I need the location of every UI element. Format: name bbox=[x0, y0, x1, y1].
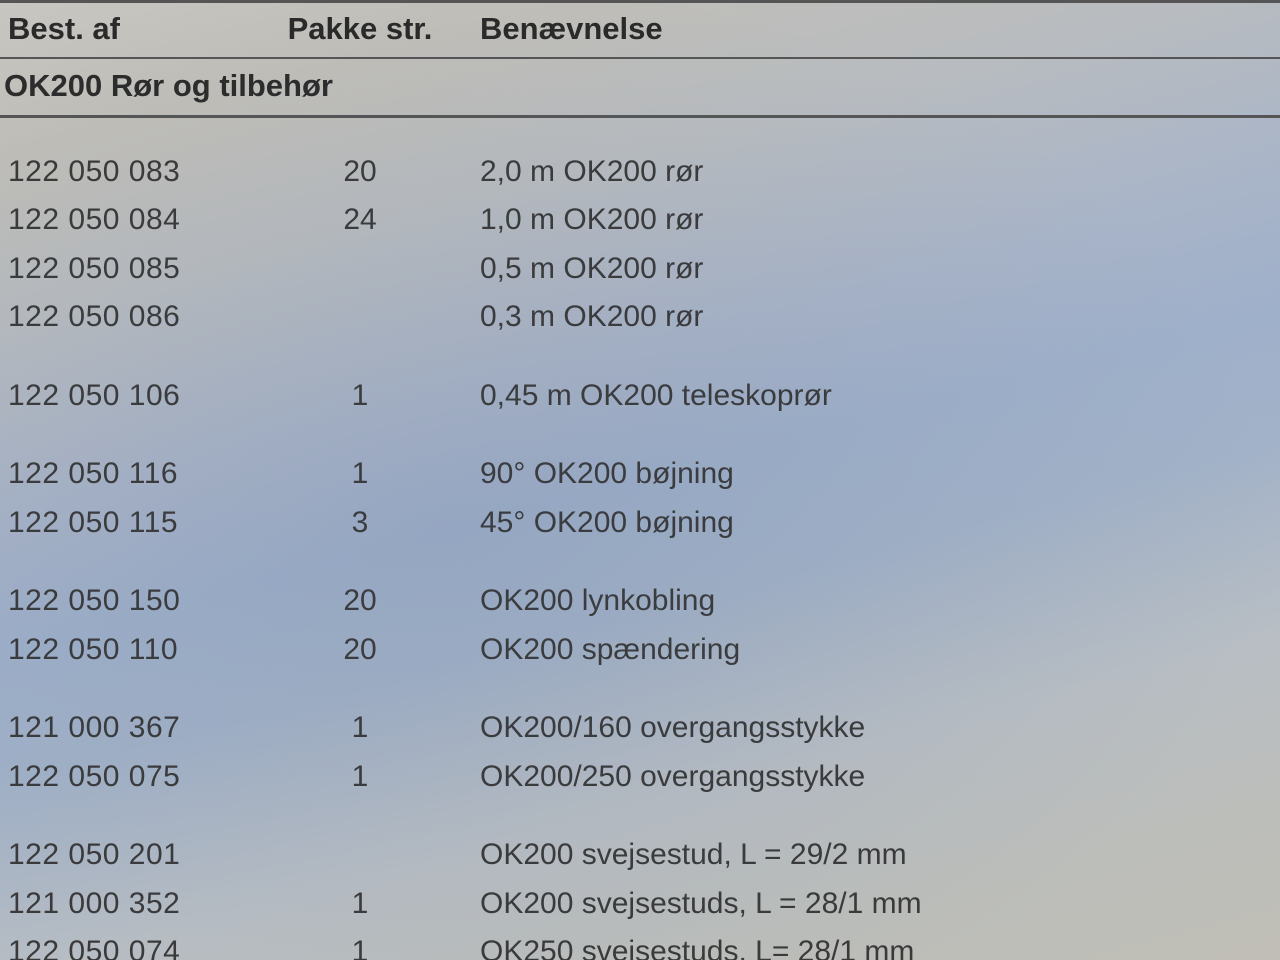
cell-description: 45° OK200 bøjning bbox=[450, 499, 1280, 548]
table-row: 122 050 0741OK250 svejsestuds, L= 28/1 m… bbox=[0, 928, 1280, 960]
cell-part-number: 122 050 086 bbox=[0, 293, 270, 342]
col-header-best-af: Best. af bbox=[0, 2, 270, 59]
table-row: 122 050 086 0,3 m OK200 rør bbox=[0, 293, 1280, 342]
cell-pack-size bbox=[270, 293, 450, 342]
table-row: 122 050 201 OK200 svejsestud, L = 29/2 mm bbox=[0, 831, 1280, 880]
cell-part-number: 122 050 075 bbox=[0, 753, 270, 802]
table-row: 122 050 11020OK200 spændering bbox=[0, 626, 1280, 675]
cell-part-number: 122 050 085 bbox=[0, 245, 270, 294]
cell-part-number: 122 050 150 bbox=[0, 577, 270, 626]
col-header-benaevnelse: Benævnelse bbox=[450, 2, 1280, 59]
cell-pack-size: 1 bbox=[270, 450, 450, 499]
cell-pack-size: 1 bbox=[270, 704, 450, 753]
cell-description: 0,3 m OK200 rør bbox=[450, 293, 1280, 342]
cell-pack-size: 20 bbox=[270, 577, 450, 626]
cell-description: OK250 svejsestuds, L= 28/1 mm bbox=[450, 928, 1280, 960]
cell-pack-size: 1 bbox=[270, 753, 450, 802]
cell-description: 0,45 m OK200 teleskoprør bbox=[450, 372, 1280, 421]
gap-row bbox=[0, 674, 1280, 704]
gap-row bbox=[0, 801, 1280, 831]
cell-pack-size: 1 bbox=[270, 880, 450, 929]
table-row: 121 000 3671OK200/160 overgangsstykke bbox=[0, 704, 1280, 753]
catalog-page: Best. af Pakke str. Benævnelse OK200 Rør… bbox=[0, 0, 1280, 960]
table-row: 122 050 083202,0 m OK200 rør bbox=[0, 148, 1280, 197]
cell-part-number: 122 050 201 bbox=[0, 831, 270, 880]
cell-description: OK200 spændering bbox=[450, 626, 1280, 675]
cell-part-number: 121 000 367 bbox=[0, 704, 270, 753]
cell-description: 2,0 m OK200 rør bbox=[450, 148, 1280, 197]
table-row: 122 050 084241,0 m OK200 rør bbox=[0, 196, 1280, 245]
cell-pack-size: 20 bbox=[270, 148, 450, 197]
cell-pack-size: 24 bbox=[270, 196, 450, 245]
cell-description: OK200 svejsestuds, L = 28/1 mm bbox=[450, 880, 1280, 929]
cell-description: OK200 lynkobling bbox=[450, 577, 1280, 626]
cell-pack-size: 1 bbox=[270, 928, 450, 960]
cell-description: 1,0 m OK200 rør bbox=[450, 196, 1280, 245]
table-row: 121 000 3521OK200 svejsestuds, L = 28/1 … bbox=[0, 880, 1280, 929]
cell-pack-size bbox=[270, 245, 450, 294]
table-row: 122 050 115345° OK200 bøjning bbox=[0, 499, 1280, 548]
cell-part-number: 122 050 084 bbox=[0, 196, 270, 245]
cell-part-number: 121 000 352 bbox=[0, 880, 270, 929]
cell-description: OK200/160 overgangsstykke bbox=[450, 704, 1280, 753]
table-row: 122 050 0751OK200/250 overgangsstykke bbox=[0, 753, 1280, 802]
cell-pack-size: 1 bbox=[270, 372, 450, 421]
section-header-top-label: OK200 Rør og tilbehør bbox=[0, 58, 1280, 116]
section-header-top: OK200 Rør og tilbehør bbox=[0, 58, 1280, 116]
gap-row bbox=[0, 342, 1280, 372]
gap-row bbox=[0, 116, 1280, 148]
gap-row bbox=[0, 420, 1280, 450]
cell-pack-size: 20 bbox=[270, 626, 450, 675]
table-row: 122 050 15020OK200 lynkobling bbox=[0, 577, 1280, 626]
cell-description: 0,5 m OK200 rør bbox=[450, 245, 1280, 294]
table-row: 122 050 085 0,5 m OK200 rør bbox=[0, 245, 1280, 294]
cell-part-number: 122 050 110 bbox=[0, 626, 270, 675]
cell-pack-size bbox=[270, 831, 450, 880]
cell-description: OK200 svejsestud, L = 29/2 mm bbox=[450, 831, 1280, 880]
gap-row bbox=[0, 547, 1280, 577]
table-header-row: Best. af Pakke str. Benævnelse bbox=[0, 2, 1280, 59]
parts-table: Best. af Pakke str. Benævnelse OK200 Rør… bbox=[0, 0, 1280, 960]
cell-part-number: 122 050 083 bbox=[0, 148, 270, 197]
cell-part-number: 122 050 074 bbox=[0, 928, 270, 960]
table-row: 122 050 116190° OK200 bøjning bbox=[0, 450, 1280, 499]
cell-pack-size: 3 bbox=[270, 499, 450, 548]
cell-part-number: 122 050 116 bbox=[0, 450, 270, 499]
cell-part-number: 122 050 106 bbox=[0, 372, 270, 421]
table-body: OK200 Rør og tilbehør 122 050 083202,0 m… bbox=[0, 58, 1280, 960]
table-row: 122 050 10610,45 m OK200 teleskoprør bbox=[0, 372, 1280, 421]
col-header-pakke-str: Pakke str. bbox=[270, 2, 450, 59]
cell-description: 90° OK200 bøjning bbox=[450, 450, 1280, 499]
cell-part-number: 122 050 115 bbox=[0, 499, 270, 548]
cell-description: OK200/250 overgangsstykke bbox=[450, 753, 1280, 802]
